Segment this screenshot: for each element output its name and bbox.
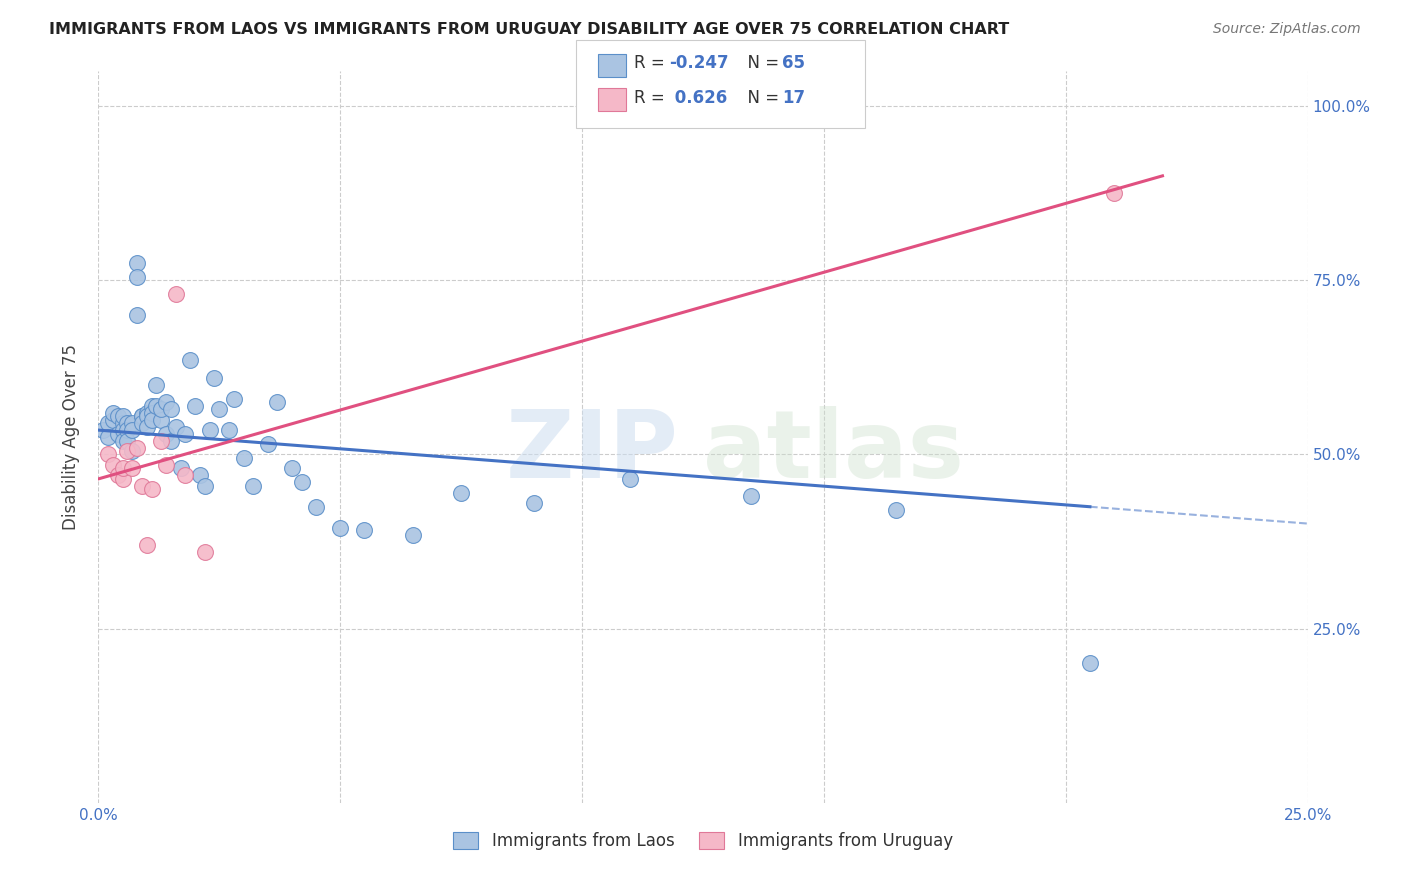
Point xyxy=(111,416,134,430)
Point xyxy=(111,423,134,437)
Point xyxy=(174,468,197,483)
Point xyxy=(266,395,288,409)
Point xyxy=(290,475,312,490)
Point xyxy=(281,461,304,475)
Point xyxy=(117,444,139,458)
Text: atlas: atlas xyxy=(703,406,965,498)
Point xyxy=(160,434,183,448)
Point xyxy=(121,461,143,475)
Point xyxy=(141,406,163,420)
Text: R =: R = xyxy=(634,89,671,107)
Point xyxy=(242,479,264,493)
Point xyxy=(141,412,163,426)
Text: Source: ZipAtlas.com: Source: ZipAtlas.com xyxy=(1213,22,1361,37)
Y-axis label: Disability Age Over 75: Disability Age Over 75 xyxy=(62,344,80,530)
Point xyxy=(184,399,207,413)
Point xyxy=(155,426,177,441)
Point xyxy=(127,308,149,322)
Point xyxy=(101,412,124,426)
Point xyxy=(135,406,157,420)
Point xyxy=(111,461,134,475)
Point xyxy=(97,416,120,430)
Point xyxy=(131,409,153,424)
Point xyxy=(97,448,120,462)
Point xyxy=(121,423,143,437)
Point xyxy=(107,409,129,424)
Point xyxy=(131,416,153,430)
Point xyxy=(179,353,201,368)
Point xyxy=(160,402,183,417)
Point xyxy=(117,434,139,448)
Point xyxy=(135,419,157,434)
Point xyxy=(135,409,157,424)
Point xyxy=(305,500,328,514)
Point xyxy=(218,423,240,437)
Point xyxy=(619,472,641,486)
Point xyxy=(208,402,231,417)
Point xyxy=(1102,186,1125,201)
Point xyxy=(141,483,163,497)
Point xyxy=(111,409,134,424)
Point xyxy=(135,538,157,552)
Point xyxy=(117,416,139,430)
Text: 17: 17 xyxy=(782,89,804,107)
Point xyxy=(145,399,167,413)
Point xyxy=(222,392,245,406)
Point xyxy=(169,461,191,475)
Point xyxy=(165,419,187,434)
Text: R =: R = xyxy=(634,54,671,72)
Legend: Immigrants from Laos, Immigrants from Uruguay: Immigrants from Laos, Immigrants from Ur… xyxy=(447,825,959,856)
Text: IMMIGRANTS FROM LAOS VS IMMIGRANTS FROM URUGUAY DISABILITY AGE OVER 75 CORRELATI: IMMIGRANTS FROM LAOS VS IMMIGRANTS FROM … xyxy=(49,22,1010,37)
Point xyxy=(204,371,226,385)
Point xyxy=(107,426,129,441)
Point xyxy=(101,406,124,420)
Point xyxy=(155,395,177,409)
Point xyxy=(188,468,211,483)
Text: N =: N = xyxy=(737,89,785,107)
Point xyxy=(91,423,114,437)
Point xyxy=(121,444,143,458)
Text: 65: 65 xyxy=(782,54,804,72)
Point xyxy=(101,458,124,472)
Point xyxy=(127,269,149,284)
Point xyxy=(117,423,139,437)
Point xyxy=(232,450,254,465)
Point xyxy=(141,399,163,413)
Point xyxy=(111,472,134,486)
Point xyxy=(97,430,120,444)
Point xyxy=(523,496,546,510)
Point xyxy=(150,412,173,426)
Point xyxy=(329,521,352,535)
Point xyxy=(121,416,143,430)
Point xyxy=(150,402,173,417)
Point xyxy=(198,423,221,437)
Point xyxy=(111,434,134,448)
Point xyxy=(1078,657,1101,671)
Point xyxy=(174,426,197,441)
Point xyxy=(131,479,153,493)
Point xyxy=(402,527,425,541)
Text: -0.247: -0.247 xyxy=(669,54,728,72)
Text: ZIP: ZIP xyxy=(506,406,679,498)
Text: 0.626: 0.626 xyxy=(669,89,727,107)
Point xyxy=(150,434,173,448)
Point xyxy=(131,409,153,424)
Point xyxy=(353,523,375,537)
Point xyxy=(450,485,472,500)
Text: N =: N = xyxy=(737,54,785,72)
Point xyxy=(194,479,217,493)
Point xyxy=(740,489,762,503)
Point xyxy=(145,377,167,392)
Point xyxy=(155,458,177,472)
Point xyxy=(256,437,278,451)
Point xyxy=(107,468,129,483)
Point xyxy=(194,545,217,559)
Point xyxy=(127,441,149,455)
Point xyxy=(886,503,908,517)
Point xyxy=(165,287,187,301)
Point xyxy=(127,256,149,270)
